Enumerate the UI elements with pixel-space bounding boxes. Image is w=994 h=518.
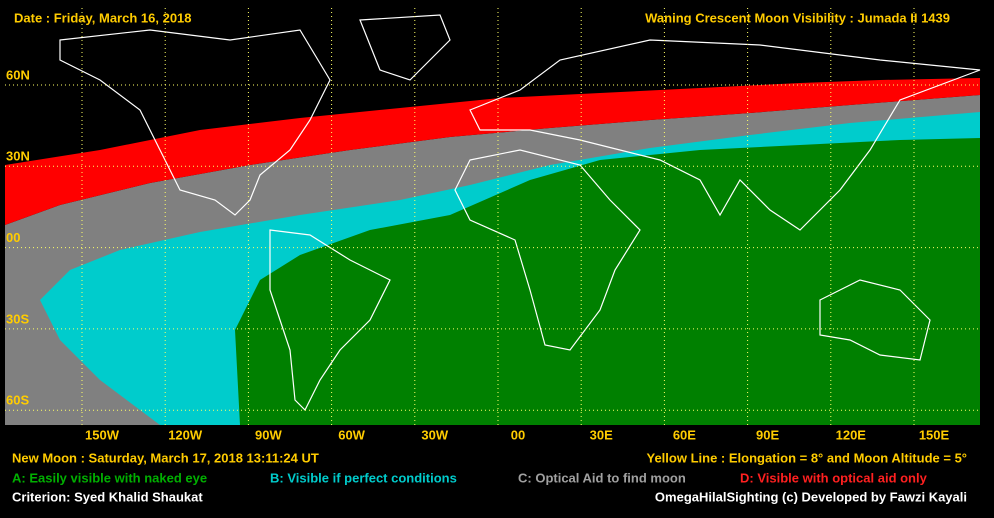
- south-america: [269, 229, 391, 412]
- zone-d: [5, 78, 980, 225]
- map-title: Waning Crescent Moon Visibility : Jumada…: [645, 10, 950, 25]
- latitude-label: 60S: [6, 393, 29, 408]
- credit: OmegaHilalSighting (c) Developed by Fawz…: [655, 489, 967, 504]
- legend-a: A: Easily visible with naked eye: [12, 470, 207, 485]
- africa: [454, 149, 641, 351]
- yellow-line-note: Yellow Line : Elongation = 8° and Moon A…: [647, 450, 968, 465]
- longitude-label: 90W: [255, 427, 282, 442]
- latitude-label: 30N: [6, 149, 30, 164]
- eurasia: [469, 39, 981, 231]
- new-moon: New Moon : Saturday, March 17, 2018 13:1…: [12, 450, 319, 465]
- longitude-label: 120E: [836, 427, 867, 442]
- criterion: Criterion: Syed Khalid Shaukat: [12, 489, 203, 504]
- longitude-label: 30E: [590, 427, 613, 442]
- longitude-label: 150E: [919, 427, 950, 442]
- visibility-zones: [5, 78, 980, 425]
- longitude-label: 60W: [338, 427, 365, 442]
- date-label: Date : Friday, March 16, 2018: [14, 10, 192, 25]
- north-america: [59, 29, 331, 216]
- longitude-label: 60E: [673, 427, 696, 442]
- legend-c: C: Optical Aid to find moon: [518, 470, 686, 485]
- australia: [819, 279, 931, 361]
- legend-d: D: Visible with optical aid only: [740, 470, 928, 485]
- greenland: [359, 14, 451, 81]
- longitude-label: 150W: [85, 427, 120, 442]
- longitude-label: 90E: [756, 427, 779, 442]
- longitude-label: 30W: [421, 427, 448, 442]
- longitude-label: 120W: [168, 427, 203, 442]
- latitude-label: 60N: [6, 67, 30, 82]
- legend-b: B: Visible if perfect conditions: [270, 470, 457, 485]
- zone-a: [235, 138, 980, 425]
- latitude-label: 00: [6, 230, 20, 245]
- longitude-label: 00: [511, 427, 525, 442]
- coastlines: [59, 14, 981, 412]
- latitude-label: 30S: [6, 311, 29, 326]
- graticule: 60N 30N 00 30S 60S 150W 120W 90W 60W 30W 00 30E 60E 9…: [5, 8, 980, 442]
